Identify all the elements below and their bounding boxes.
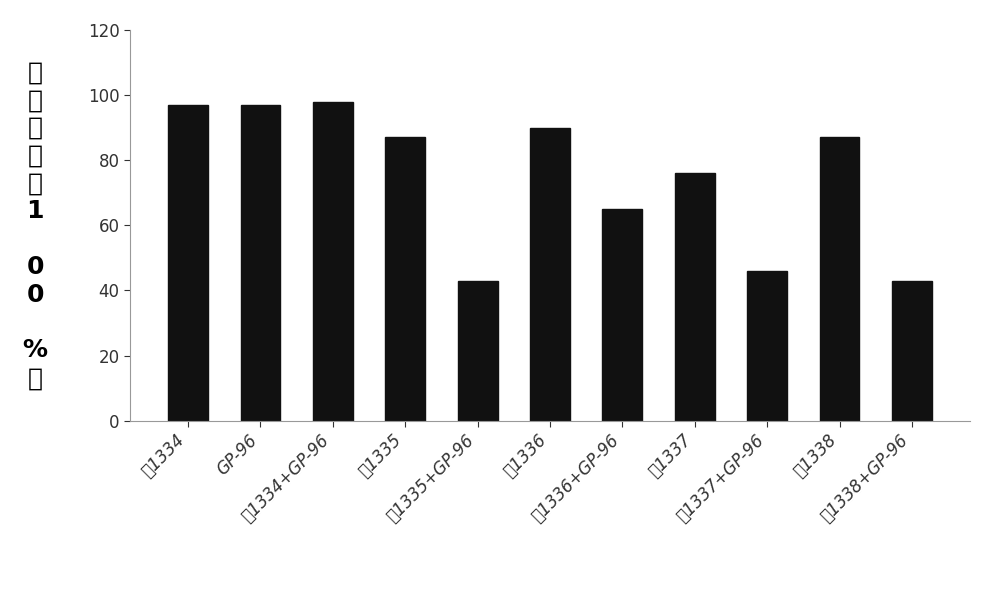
Bar <box>458 281 498 421</box>
Bar <box>892 281 932 421</box>
Bar <box>675 173 715 421</box>
Bar <box>313 102 353 421</box>
Bar <box>602 209 642 421</box>
Bar <box>385 138 425 421</box>
Bar <box>168 105 208 421</box>
Bar <box>747 271 787 421</box>
Bar <box>820 138 859 421</box>
Y-axis label: 细
胞
活
性
（
1

0
0

%
）: 细 胞 活 性 （ 1 0 0 % ） <box>23 61 48 390</box>
Bar <box>241 105 280 421</box>
Bar <box>530 128 570 421</box>
